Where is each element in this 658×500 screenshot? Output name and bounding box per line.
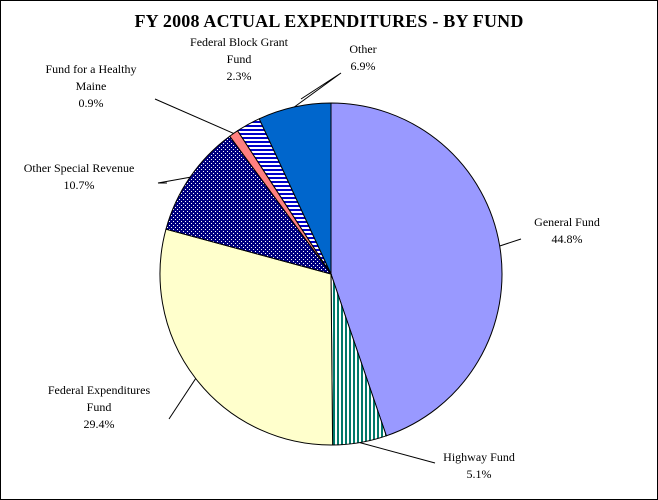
slice-label-highway-fund: Highway Fund 5.1%	[443, 450, 515, 481]
slice-label-general-fund: General Fund 44.8%	[534, 215, 600, 246]
leader-line-other	[294, 72, 342, 108]
leader-line-fund-for-a-healthy-maine	[154, 98, 234, 134]
slice-labels: General Fund 44.8% Highway Fund 5.1% Federal…	[24, 35, 600, 481]
slice-label-federal-block-grant-fund: Federal Block Grant Fund 2.3%	[190, 35, 289, 83]
leader-line-highway-fund	[359, 442, 436, 464]
pie-slice-federal-expenditures-fund	[159, 228, 334, 446]
leader-lines	[154, 72, 522, 464]
slice-label-federal-expenditures-fund: Federal Expenditures Fund 29.4%	[48, 383, 151, 431]
pie-slices	[159, 102, 503, 446]
pie-slice-other-special-revenue	[165, 135, 333, 275]
chart-title: FY 2008 ACTUAL EXPENDITURES - BY FUND	[134, 11, 524, 31]
leader-line-other-special-revenue	[157, 176, 191, 184]
pie-slice-other	[258, 102, 332, 275]
pie-slice-general-fund	[330, 102, 503, 437]
slice-label-fund-for-a-healthy-maine: Fund for a Healthy Maine 0.9%	[46, 62, 137, 110]
slice-label-other-special-revenue: Other Special Revenue 10.7%	[24, 161, 135, 192]
leader-line-general-fund	[499, 238, 522, 247]
slice-label-other: Other 6.9%	[349, 42, 376, 73]
leader-line-federal-expenditures-fund	[168, 378, 197, 420]
